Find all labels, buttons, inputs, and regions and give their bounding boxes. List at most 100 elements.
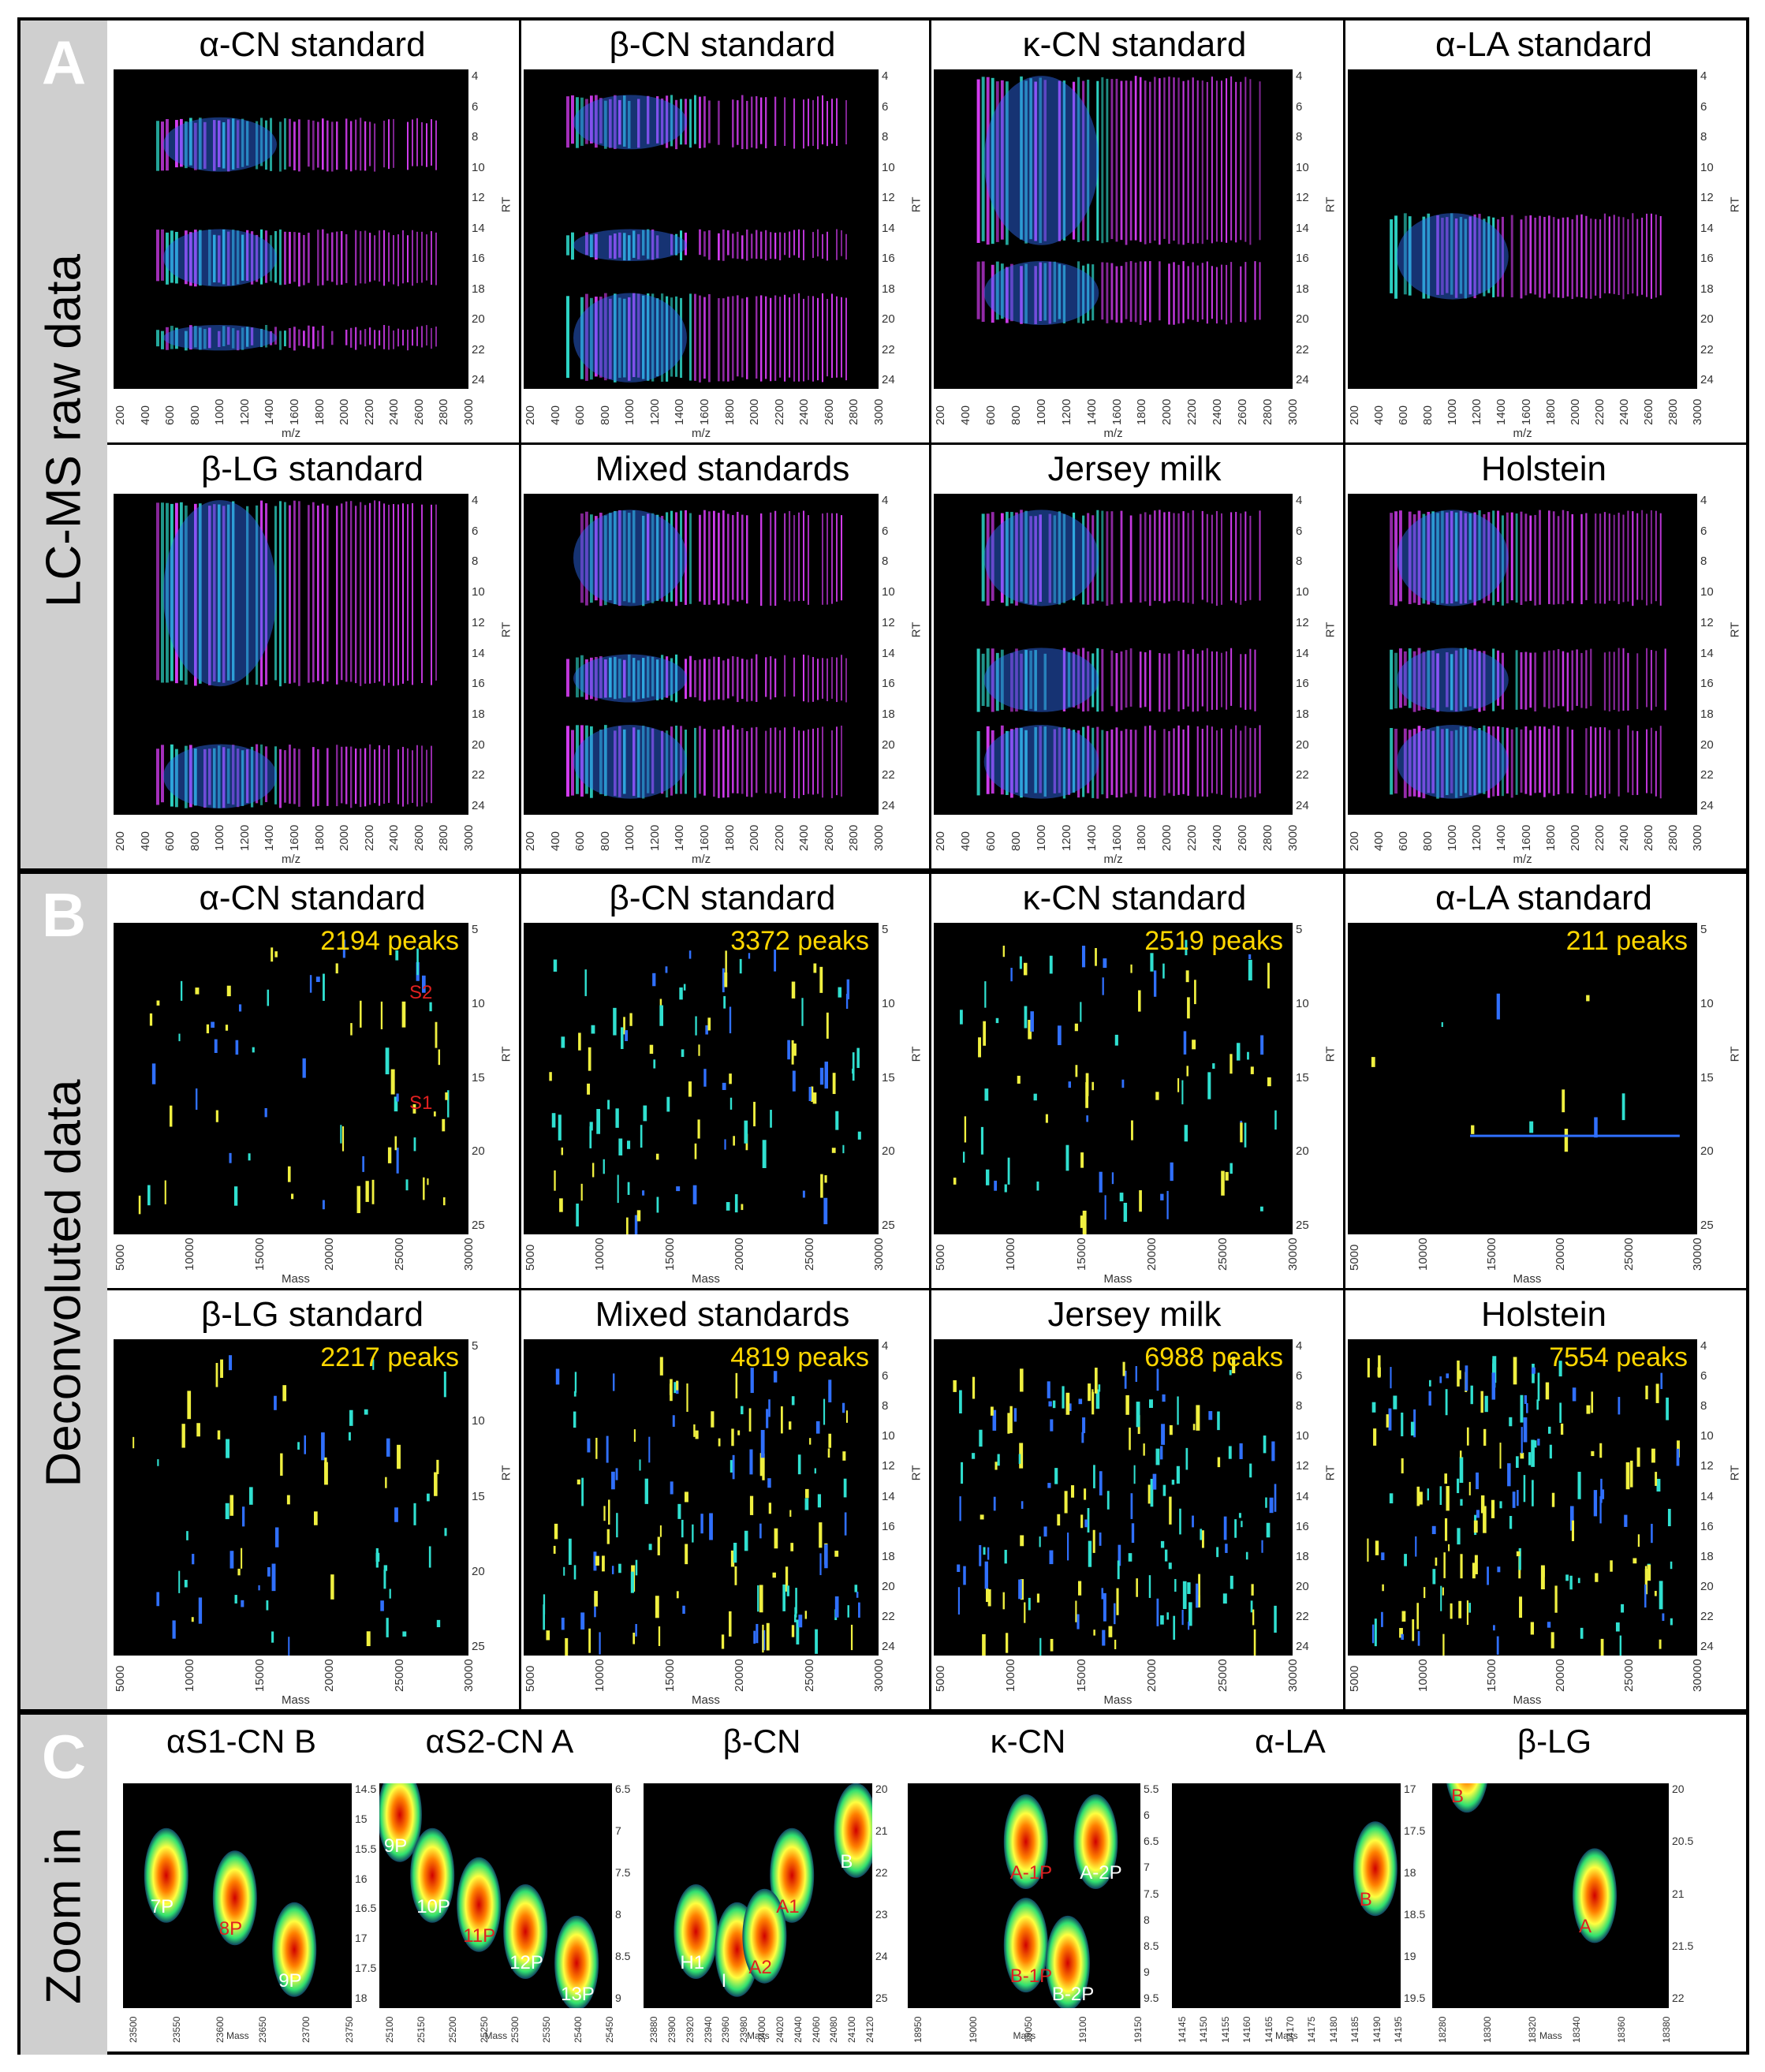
raw-signal-streak [1006,267,1009,323]
deconv-peak-mark [397,1444,401,1469]
deconv-peak-mark [1185,970,1189,983]
x-tick-label: 20000 [1554,1238,1567,1271]
raw-signal-streak [298,501,300,686]
y-tick-label: 6 [472,99,479,114]
deconv-peak-mark [405,1179,409,1191]
raw-signal-streak [1168,263,1170,325]
deconv-peak-mark [553,959,558,972]
deconv-peak-mark [653,1059,656,1069]
zoom-x-tick-label: 14180 [1327,2016,1339,2043]
raw-panel-7: Holstein 4 6 8 10 12 14 16 18 20 22 24 RT 200 400 600 80… [1341,445,1746,868]
deconv-peak-mark [1170,1162,1174,1182]
raw-signal-streak [293,327,296,351]
deconv-peak-mark [1185,1447,1188,1470]
x-tick-label: 1400 [673,398,687,425]
deconv-peak-mark [1483,1428,1487,1446]
raw-signal-streak [1134,262,1137,323]
deconv-peak-mark [987,1547,990,1560]
deconv-peak-mark [791,981,796,999]
deconv-peak-mark [132,1436,135,1449]
raw-signal-streak [694,293,696,381]
raw-signal-streak [756,95,758,149]
x-axis-label: Mass [282,1272,310,1286]
y-tick-label: 12 [882,191,895,204]
deconv-panel-0: α-CN standard 2194 peaks S2 S1 5 10 15 20 25 RT 50… [107,874,517,1288]
raw-signal-streak [1599,219,1602,299]
deconv-peak-mark [994,1462,998,1470]
raw-signal-streak [1441,729,1444,798]
deconv-peak-mark [1018,1454,1021,1464]
raw-signal-streak [388,745,390,803]
deconv-peak-mark [630,1571,634,1593]
x-tick-label: 1200 [647,398,662,425]
deconv-peak-mark [791,1625,795,1637]
raw-signal-streak [421,326,423,348]
deconv-peak-mark [1155,1448,1160,1465]
deconv-peak-mark [1551,1492,1555,1507]
raw-signal-streak [666,296,669,382]
raw-signal-streak [208,506,211,685]
deconv-peak-mark [1441,1022,1443,1028]
raw-signal-streak [1187,80,1189,243]
raw-signal-streak [836,726,838,796]
raw-signal-streak [1585,513,1588,600]
raw-signal-streak [1062,265,1066,324]
deconv-peak-mark [413,1137,416,1152]
deconv-plot-area: 2194 peaks S2 S1 [114,923,468,1234]
raw-signal-streak [1115,266,1118,323]
deconv-peak-mark [1176,1465,1180,1484]
raw-signal-streak [760,295,763,382]
x-tick-label: 2800 [847,824,861,851]
x-tick-label: 25000 [1215,1659,1230,1692]
raw-signal-streak [661,98,664,145]
raw-signal-streak [841,297,842,378]
deconv-peak-mark [980,1514,984,1520]
raw-signal-streak [1571,219,1573,300]
raw-signal-streak [345,746,348,805]
deconv-peak-mark [1182,1581,1187,1610]
y-tick-label: 20 [472,737,485,752]
raw-signal-streak [170,503,174,681]
raw-signal-streak [585,511,588,606]
y-tick-label: 15 [472,1489,485,1503]
raw-signal-streak [708,293,711,383]
raw-signal-streak [1244,262,1247,323]
y-tick-label: 20 [882,737,895,752]
raw-signal-streak [1015,648,1018,712]
zoom-x-tick-label: 18300 [1481,2016,1493,2043]
raw-signal-streak [1115,78,1118,242]
raw-signal-streak [232,118,235,170]
deconv-peak-mark [380,1600,384,1611]
deconv-peak-mark [599,1632,601,1655]
deconv-peak-mark [953,1379,957,1392]
raw-intensity-core [163,229,277,287]
raw-signal-streak [822,233,823,259]
zoom-heat-blob [674,1884,718,1979]
raw-signal-streak [604,725,607,797]
raw-panel-3: α-LA standard 4 6 8 10 12 14 16 18 20 22 24 RT 200 400… [1341,21,1746,442]
x-tick-label: 15000 [662,1659,677,1692]
y-tick-label: 5 [472,923,479,936]
section-b-bar: B Deconvoluted data [21,873,107,1709]
deconv-peak-mark [1618,1397,1621,1415]
deconv-peak-mark [987,1589,991,1607]
deconv-peak-mark [1518,1547,1521,1570]
deconv-peak-mark [1162,963,1165,979]
raw-signal-streak [379,501,381,682]
raw-intensity-core [1397,213,1509,300]
raw-signal-streak [661,655,664,700]
raw-signal-streak [746,297,748,379]
raw-signal-streak [1249,79,1252,245]
raw-signal-streak [1024,263,1028,324]
deconv-peak-mark [1080,1215,1084,1228]
y-tick-label: 20 [472,1564,485,1578]
raw-signal-streak [580,97,584,146]
deconv-peak-mark [748,953,751,959]
raw-signal-streak [1077,730,1080,798]
raw-signal-streak [803,99,804,149]
raw-signal-streak [637,99,640,148]
y-tick-label: 10 [1296,160,1309,174]
zoom-heat-blob [742,1888,787,1984]
raw-signal-streak [312,747,315,807]
deconv-peak-mark [1513,1357,1517,1385]
